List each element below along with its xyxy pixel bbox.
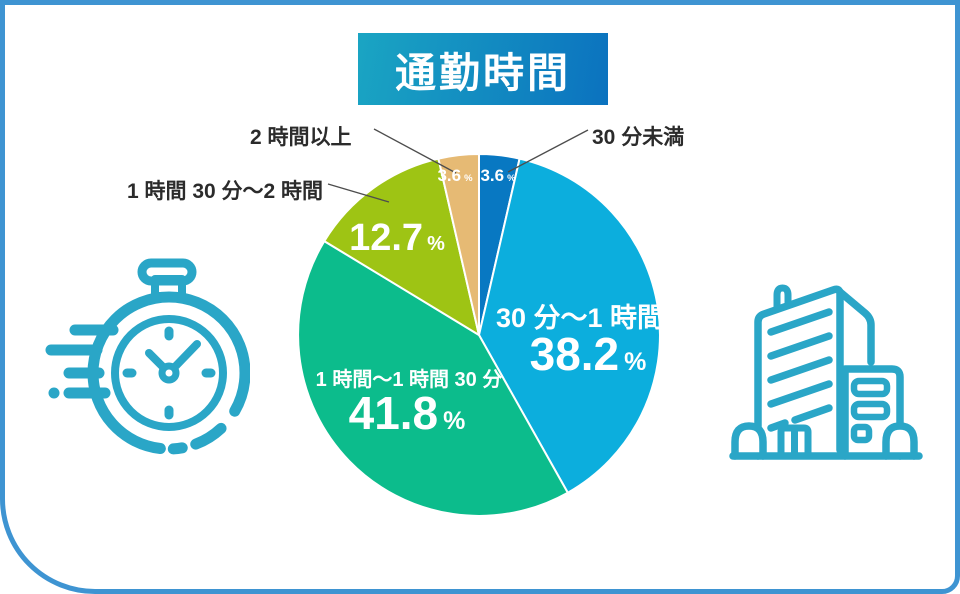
leader-line-over-2h [373,128,457,174]
slice-value-under-30min: 3.6% [480,166,516,185]
office-building-icon [729,284,923,460]
pie-slice-1h-to-1h30m [297,240,569,517]
building-window-stripes [767,308,833,432]
stopwatch-outer-ring [87,291,250,455]
slice-value-1h30m-2h: 12.7% [349,217,445,259]
building-antenna [773,284,792,317]
stopwatch-center-dot [158,362,180,384]
slice-label-30min-1h: 30 分〜1 時間 [496,303,664,333]
slice-label-1h-1h30m: 1 時間〜1 時間 30 分 [316,367,503,391]
building-door [777,424,812,460]
leader-line-under-30min [507,129,589,173]
title-box: 通勤時間 [358,33,608,105]
building-tower-side [836,288,875,366]
pie-slices [297,152,661,517]
page-title: 通勤時間 [395,50,571,96]
callout-under-30min: 30 分未満 [592,126,685,149]
building-bush-left [731,422,767,460]
pie-slice-30min-to-1h [478,157,661,494]
building-bush-right [882,422,918,460]
stopwatch-ticks [122,326,216,420]
pie-slice-over-2h [437,152,480,336]
pie-slice-1h30m-to-2h [323,157,480,336]
slice-value-30min-1h: 38.2% [530,328,647,380]
stopwatch-inner-ring [111,315,227,431]
callout-1h30m-to-2h: 1 時間 30 分〜2 時間 [127,180,324,203]
stopwatch-crown [137,258,197,300]
slice-value-over-2h: 3.6% [437,166,473,185]
building-annex-windows [850,377,891,444]
slice-value-1h-1h30m: 41.8% [349,387,466,439]
speeding-stopwatch-icon [45,258,250,455]
leader-line-1h30m-to-2h [327,183,390,203]
callout-over-2h: 2 時間以上 [250,126,352,149]
